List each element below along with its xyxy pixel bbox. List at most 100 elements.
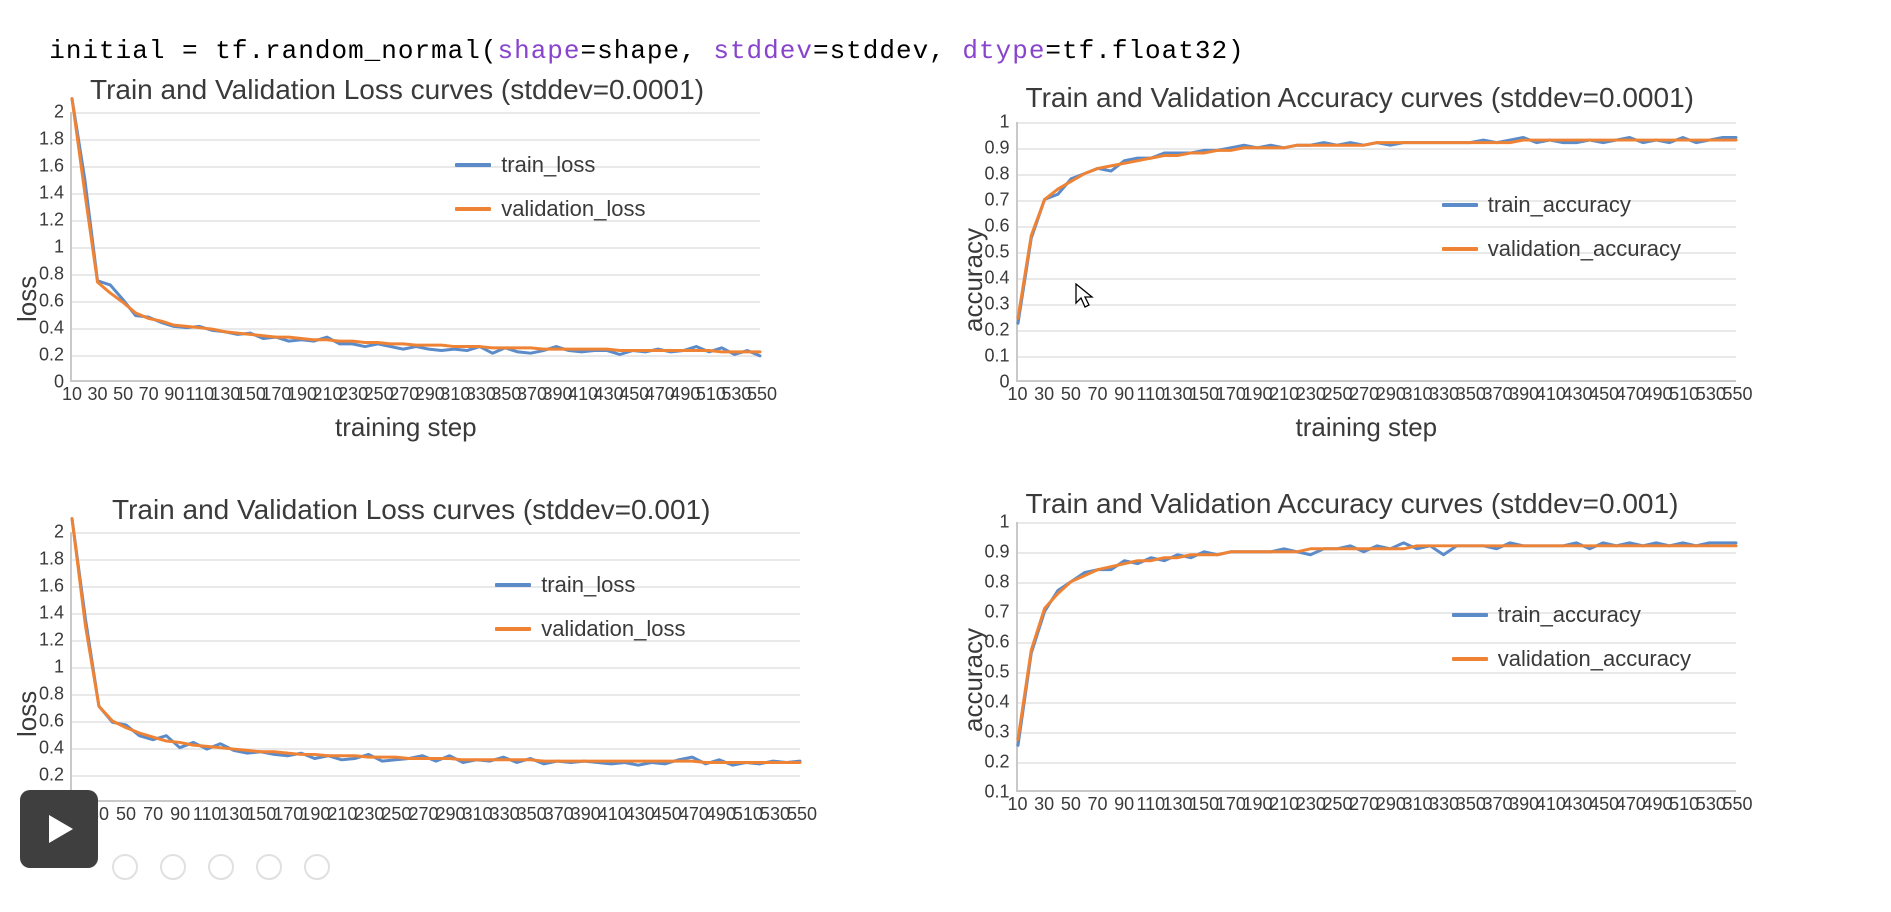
x-tick-label: 170 [273,804,303,825]
x-tick-label: 470 [1616,384,1646,405]
y-tick-label: 0.2 [984,320,1017,341]
legend: train_accuracy validation_accuracy [1452,602,1691,690]
legend-label: validation_accuracy [1488,236,1681,262]
x-tick-label: 270 [408,804,438,825]
chart-title: Train and Validation Loss curves (stddev… [112,494,710,526]
play-button[interactable] [20,790,98,868]
chart-title: Train and Validation Loss curves (stddev… [90,74,704,106]
y-tick-label: 0.3 [984,722,1017,743]
x-axis-label: training step [1296,412,1438,443]
x-tick-label: 490 [1642,794,1672,815]
x-tick-label: 310 [463,804,493,825]
y-tick-label: 0.4 [984,692,1017,713]
x-tick-label: 230 [1296,794,1326,815]
x-tick-label: 50 [113,384,133,405]
y-tick-label: 1.8 [39,549,72,570]
legend-item: validation_loss [495,616,685,642]
x-tick-label: 530 [1696,384,1726,405]
x-tick-label: 110 [193,804,222,825]
code-prefix: initial = tf.random_normal( [49,36,497,66]
y-tick-label: 0.4 [39,318,72,339]
series-train [72,99,760,356]
x-tick-label: 430 [1562,384,1592,405]
y-tick-label: 1.2 [39,210,72,231]
y-tick-label: 0.5 [984,242,1017,263]
x-tick-label: 190 [1242,384,1272,405]
x-tick-label: 350 [1456,794,1486,815]
x-tick-label: 110 [1136,384,1165,405]
x-tick-label: 250 [1322,794,1352,815]
x-tick-label: 10 [62,384,82,405]
x-tick-label: 490 [706,804,736,825]
x-tick-label: 150 [246,804,276,825]
legend-item: validation_accuracy [1452,646,1691,672]
legend: train_lossvalidation_loss [495,572,685,660]
series-validation [72,519,800,763]
x-tick-label: 550 [1722,794,1752,815]
x-tick-label: 290 [1376,384,1406,405]
legend-label: train_accuracy [1498,602,1641,628]
x-tick-label: 550 [1722,384,1752,405]
x-tick-label: 470 [1616,794,1646,815]
x-tick-label: 10 [1007,794,1027,815]
legend-item: train_loss [455,152,645,178]
legend: train_accuracy validation_accuracy [1442,192,1681,280]
y-tick-label: 1 [54,237,72,258]
x-tick-label: 230 [1296,384,1326,405]
y-tick-label: 0.7 [984,602,1017,623]
x-tick-label: 250 [381,804,411,825]
x-tick-label: 410 [1536,794,1566,815]
y-tick-label: 2 [54,522,72,543]
x-tick-label: 350 [517,804,547,825]
play-icon [41,811,77,847]
x-tick-label: 290 [1376,794,1406,815]
y-tick-label: 0.2 [39,765,72,786]
x-tick-label: 70 [1087,794,1107,815]
plot-area: 00.20.40.60.811.21.41.61.821030507090110… [70,112,760,382]
x-tick-label: 90 [164,384,184,405]
chart-title: Train and Validation Accuracy curves (st… [1026,82,1694,114]
x-tick-label: 250 [1322,384,1352,405]
x-tick-label: 210 [327,804,357,825]
chart-lines [72,112,760,380]
legend-swatch [1452,613,1488,617]
legend-label: train_loss [501,152,595,178]
code-kw-shape: shape [498,36,581,66]
legend-label: train_accuracy [1488,192,1631,218]
x-tick-label: 470 [679,804,709,825]
legend-swatch [1442,203,1478,207]
x-tick-label: 210 [1269,384,1299,405]
y-tick-label: 0.9 [984,542,1017,563]
x-tick-label: 190 [1242,794,1272,815]
x-tick-label: 550 [787,804,817,825]
x-tick-label: 390 [1509,794,1539,815]
x-tick-label: 490 [1642,384,1672,405]
legend-swatch [455,207,491,211]
x-tick-label: 50 [116,804,136,825]
legend-item: validation_accuracy [1442,236,1681,262]
x-tick-label: 370 [1482,794,1512,815]
y-tick-label: 0.8 [984,164,1017,185]
x-tick-label: 310 [1402,794,1432,815]
chart-title: Train and Validation Accuracy curves (st… [1026,488,1679,520]
y-tick-label: 1.4 [39,183,72,204]
legend-swatch [455,163,491,167]
x-tick-label: 110 [1136,794,1165,815]
y-tick-label: 1 [54,657,72,678]
y-tick-label: 0.7 [984,190,1017,211]
x-tick-label: 70 [1087,384,1107,405]
code-val-dtype: =tf.float32) [1045,36,1244,66]
x-tick-label: 370 [544,804,574,825]
panel-loss-001: Train and Validation Loss curves (stddev… [0,492,946,912]
x-tick-label: 410 [1536,384,1566,405]
y-tick-label: 0.6 [39,291,72,312]
y-tick-label: 0.6 [984,632,1017,653]
x-tick-label: 70 [139,384,159,405]
charts-grid: Train and Validation Loss curves (stddev… [0,72,1891,912]
x-tick-label: 50 [1061,794,1081,815]
chart-lines [72,532,800,800]
y-tick-label: 1 [999,512,1017,533]
x-tick-label: 50 [1061,384,1081,405]
code-val-shape: =shape, [581,36,714,66]
x-tick-label: 170 [1216,794,1246,815]
